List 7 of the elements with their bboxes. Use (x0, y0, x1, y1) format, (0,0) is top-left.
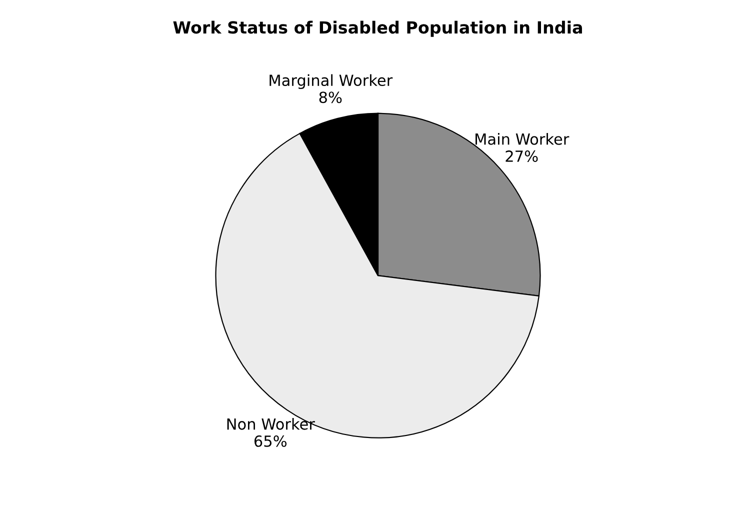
slice-label: Main Worker (476, 133, 570, 145)
data-label: 27% (506, 150, 538, 162)
data-label: 65% (254, 435, 287, 447)
data-label: 8% (319, 92, 342, 104)
slice-label: Non Worker (227, 418, 315, 430)
chart-title: Work Status of Disabled Population in India (173, 20, 582, 37)
slice-label: Marginal Worker (270, 74, 393, 90)
